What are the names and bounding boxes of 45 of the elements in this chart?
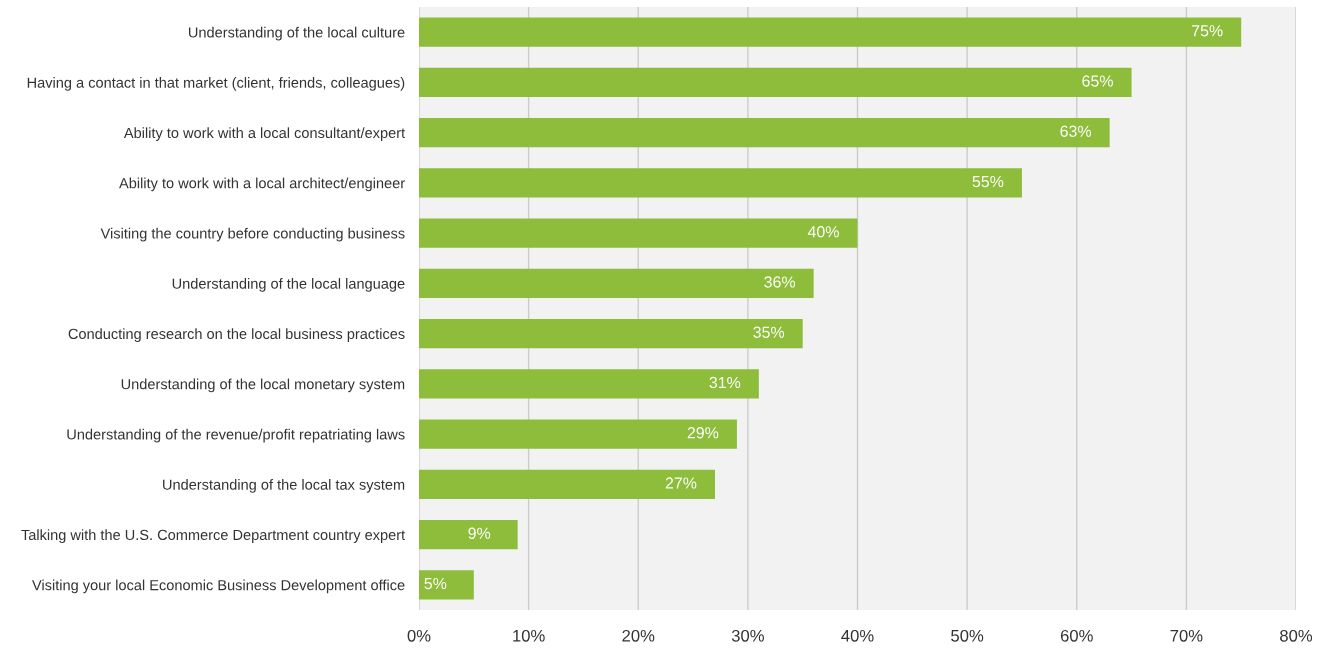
x-tick-label: 20%: [622, 629, 655, 642]
x-tick-label: 70%: [1170, 629, 1203, 642]
data-label: 36%: [764, 276, 796, 288]
data-label: 63%: [1060, 125, 1092, 137]
y-tick-label: Understanding of the local language: [172, 278, 405, 292]
y-tick-label: Understanding of the local tax system: [163, 479, 405, 493]
x-tick-label: 40%: [841, 629, 874, 642]
data-label: 35%: [753, 326, 785, 338]
data-label: 31%: [709, 376, 741, 389]
data-label: 65%: [1082, 75, 1113, 87]
data-label: 27%: [665, 477, 697, 489]
data-label: 9%: [468, 527, 491, 539]
x-tick-label: 0%: [407, 629, 431, 642]
data-label: 40%: [807, 226, 839, 238]
y-tick-label: Understanding of the revenue/profit repatriating laws: [67, 428, 405, 443]
data-label: 29%: [687, 427, 719, 439]
x-tick-label: 80%: [1280, 629, 1313, 642]
y-tick-label: Visiting the country before conducting business: [100, 227, 405, 242]
y-tick-label: Understanding of the local monetary system: [121, 378, 405, 393]
y-tick-label: Having a contact in that market (client, friends, colleagues): [27, 77, 405, 91]
bar: [419, 570, 474, 600]
x-tick-label: 10%: [513, 629, 545, 642]
bar: [419, 67, 1132, 97]
data-label: 5%: [424, 577, 447, 590]
y-tick-label: Talking with the U.S. Commerce Department country expert: [21, 529, 406, 543]
bar: [419, 369, 759, 399]
bar: [419, 268, 814, 298]
y-tick-label: Visiting your local Economic Business Development office: [32, 579, 405, 594]
bar: [419, 469, 715, 499]
x-tick-label: 60%: [1060, 629, 1093, 642]
data-label: 75%: [1192, 25, 1223, 37]
bar: [419, 218, 858, 248]
x-tick-label: 50%: [951, 629, 984, 642]
data-label: 55%: [972, 175, 1004, 188]
y-tick-label: Ability to work with a local consultant/expert: [123, 127, 406, 141]
bar: [419, 520, 518, 550]
x-tick-label: 30%: [731, 629, 764, 642]
y-tick-label: Understanding of the local culture: [188, 26, 405, 41]
bar: [419, 168, 1022, 198]
bar: [419, 118, 1110, 148]
y-tick-label: Ability to work with a local architect/engineer: [119, 177, 405, 192]
bar: [419, 319, 803, 349]
y-tick-label: Conducting research on the local business practices: [68, 328, 405, 342]
bar: [419, 17, 1242, 47]
bar: [419, 419, 737, 449]
